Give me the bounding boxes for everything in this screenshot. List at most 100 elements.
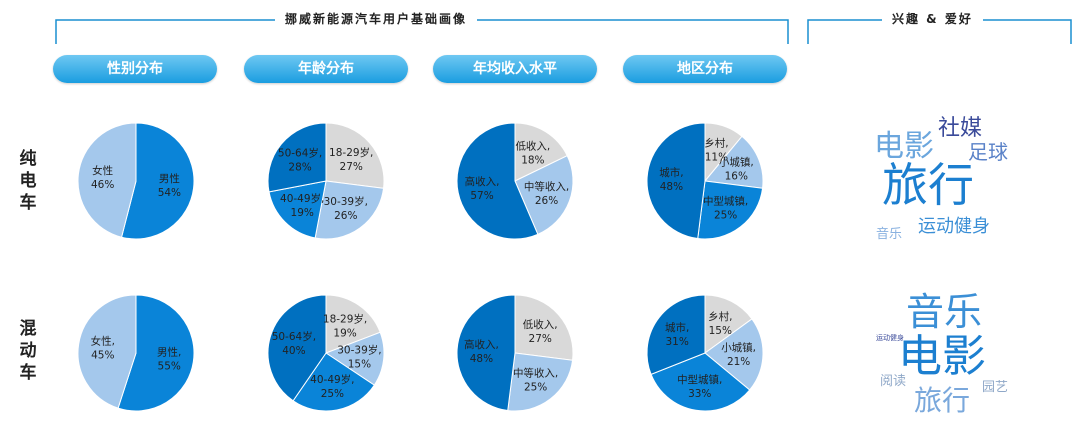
slice-value-label: 48% — [470, 353, 493, 365]
slice-value-label: 27% — [529, 333, 552, 345]
slice-category-label: 18-29岁, — [329, 146, 373, 159]
profile-bracket: 挪威新能源汽车用户基础画像 — [55, 10, 789, 46]
cloud-word: 电影 — [898, 331, 986, 382]
word-cloud-phev: 电影 音乐 旅行 阅读 园艺 运动健身 — [868, 285, 1038, 425]
pie-phev-region: 乡村, 15% 小城镇, 21% 中型城镇, 33% 城市, 31% — [646, 294, 764, 412]
pie-slice — [456, 122, 539, 240]
cloud-word: 音乐 — [876, 227, 903, 242]
slice-category-label: 女性, — [91, 335, 115, 348]
word-cloud-bev: 旅行 电影 社媒 足球 运动健身 音乐 — [868, 112, 1028, 252]
slice-category-label: 中型城镇, — [703, 195, 748, 208]
slice-category-label: 低收入, — [523, 318, 558, 331]
slice-category-label: 高收入, — [465, 175, 500, 188]
slice-value-label: 55% — [158, 360, 181, 372]
slice-category-label: 男性, — [157, 345, 181, 358]
slice-value-label: 46% — [91, 179, 114, 191]
row-label-char: 车 — [19, 193, 37, 213]
slice-category-label: 低收入, — [515, 139, 550, 152]
row-label-char: 纯 — [19, 149, 37, 169]
slice-value-label: 31% — [666, 336, 689, 348]
slice-value-label: 11% — [705, 151, 728, 163]
row-label-bev: 纯 电 车 — [16, 148, 40, 214]
cloud-word: 旅行 — [882, 158, 974, 212]
pie-slice — [704, 135, 764, 189]
pie-slice — [314, 180, 385, 240]
interest-title: 兴趣 & 爱好 — [882, 10, 983, 27]
slice-value-label: 54% — [158, 187, 181, 199]
slice-category-label: 乡村, — [704, 136, 728, 149]
cloud-word: 音乐 — [906, 290, 983, 334]
slice-category-label: 30-39岁, — [324, 195, 368, 208]
pie-bev-gender: 男性 54% 女性 46% — [77, 122, 195, 240]
slice-value-label: 26% — [334, 210, 357, 222]
slice-value-label: 19% — [333, 327, 356, 339]
pie-chart-svg: 男性 54% 女性 46% — [77, 122, 195, 240]
pie-slice — [456, 294, 516, 412]
pie-chart-svg: 乡村, 11%小城镇, 16% 中型城镇, 25% 城市, 48% — [646, 122, 764, 240]
slice-value-label: 33% — [688, 388, 711, 400]
cloud-word: 运动健身 — [876, 334, 904, 342]
slice-category-label: 高收入, — [464, 338, 499, 351]
slice-value-label: 15% — [709, 325, 732, 337]
pie-slice — [325, 294, 381, 354]
pie-slice — [507, 352, 574, 412]
cloud-word: 足球 — [968, 140, 1008, 164]
pie-slice — [514, 122, 568, 182]
slice-category-label: 50-64岁, — [272, 330, 316, 343]
pie-slice — [704, 294, 753, 354]
category-pill-age: 年龄分布 — [244, 55, 408, 83]
category-pill-region: 地区分布 — [623, 55, 787, 83]
profile-title: 挪威新能源汽车用户基础画像 — [275, 10, 478, 27]
pie-slice — [704, 318, 764, 391]
slice-value-label: 57% — [470, 190, 493, 202]
pie-slice — [325, 122, 385, 189]
pie-slice — [646, 122, 706, 240]
row-label-phev: 混 动 车 — [16, 318, 40, 384]
pie-slice — [77, 122, 137, 238]
slice-value-label: 16% — [725, 171, 748, 183]
slice-value-label: 15% — [348, 359, 371, 371]
slice-value-label: 18% — [521, 154, 544, 166]
cloud-word: 社媒 — [938, 116, 983, 141]
cloud-word: 运动健身 — [918, 216, 990, 237]
pie-bev-region: 乡村, 11% 小城镇, 16% 中型城镇, 25% 城市, 48% — [646, 122, 764, 240]
pie-slice — [117, 294, 195, 412]
cloud-word: 阅读 — [880, 374, 907, 389]
slice-value-label: 25% — [524, 382, 547, 394]
slice-category-label: 小城镇, — [721, 341, 756, 354]
slice-value-label: 25% — [714, 210, 737, 222]
pie-phev-gender: 男性, 55% 女性, 45% — [77, 294, 195, 412]
slice-category-label: 中等收入, — [524, 180, 569, 193]
row-label-char: 电 — [19, 171, 37, 191]
pie-chart-svg: 低收入, 27% 中等收入, 25% 高收入, 48% — [456, 294, 574, 412]
slice-category-label: 40-49岁, — [310, 373, 354, 386]
slice-category-label: 城市, — [665, 321, 689, 334]
pie-slice — [267, 122, 327, 193]
pie-chart-svg: 低收入, 18% 中等收入, 26% 高收入, 57% — [456, 122, 574, 240]
pie-slice — [697, 180, 764, 240]
slice-category-label: 女性 — [92, 164, 113, 177]
cloud-word: 园艺 — [982, 380, 1009, 395]
pie-chart-svg: 男性, 55% 女性, 45% — [77, 294, 195, 412]
cloud-word: 电影 — [874, 129, 934, 164]
slice-category-label: 男性 — [159, 172, 180, 185]
slice-category-label: 中型城镇, — [677, 373, 722, 386]
slice-category-label: 40-49岁, — [280, 192, 324, 205]
row-label-char: 混 — [19, 319, 37, 339]
slice-value-label: 21% — [727, 356, 750, 368]
slice-category-label: 城市, — [659, 166, 683, 179]
pie-slice — [650, 352, 751, 412]
slice-value-label: 26% — [535, 195, 558, 207]
slice-category-label: 小城镇, — [719, 156, 754, 169]
pie-slice — [514, 294, 574, 361]
slice-category-label: 18-29岁, — [323, 312, 367, 325]
pie-slice — [267, 294, 327, 402]
pie-phev-age: 18-29岁, 19% 30-39岁, 15% 40-49岁, 25% 50-64岁, 40% — [267, 294, 385, 412]
interest-bracket: 兴趣 & 爱好 — [807, 10, 1072, 46]
row-label-char: 动 — [19, 341, 37, 361]
pie-slice — [268, 180, 327, 239]
pie-chart-svg: 18-29岁, 19% 30-39岁, 15% 40-49岁, 25% 50-64岁, 40% — [267, 294, 385, 412]
slice-category-label: 30-39岁, — [337, 344, 381, 357]
pie-slice — [646, 294, 706, 376]
slice-category-label: 乡村, — [708, 310, 732, 323]
